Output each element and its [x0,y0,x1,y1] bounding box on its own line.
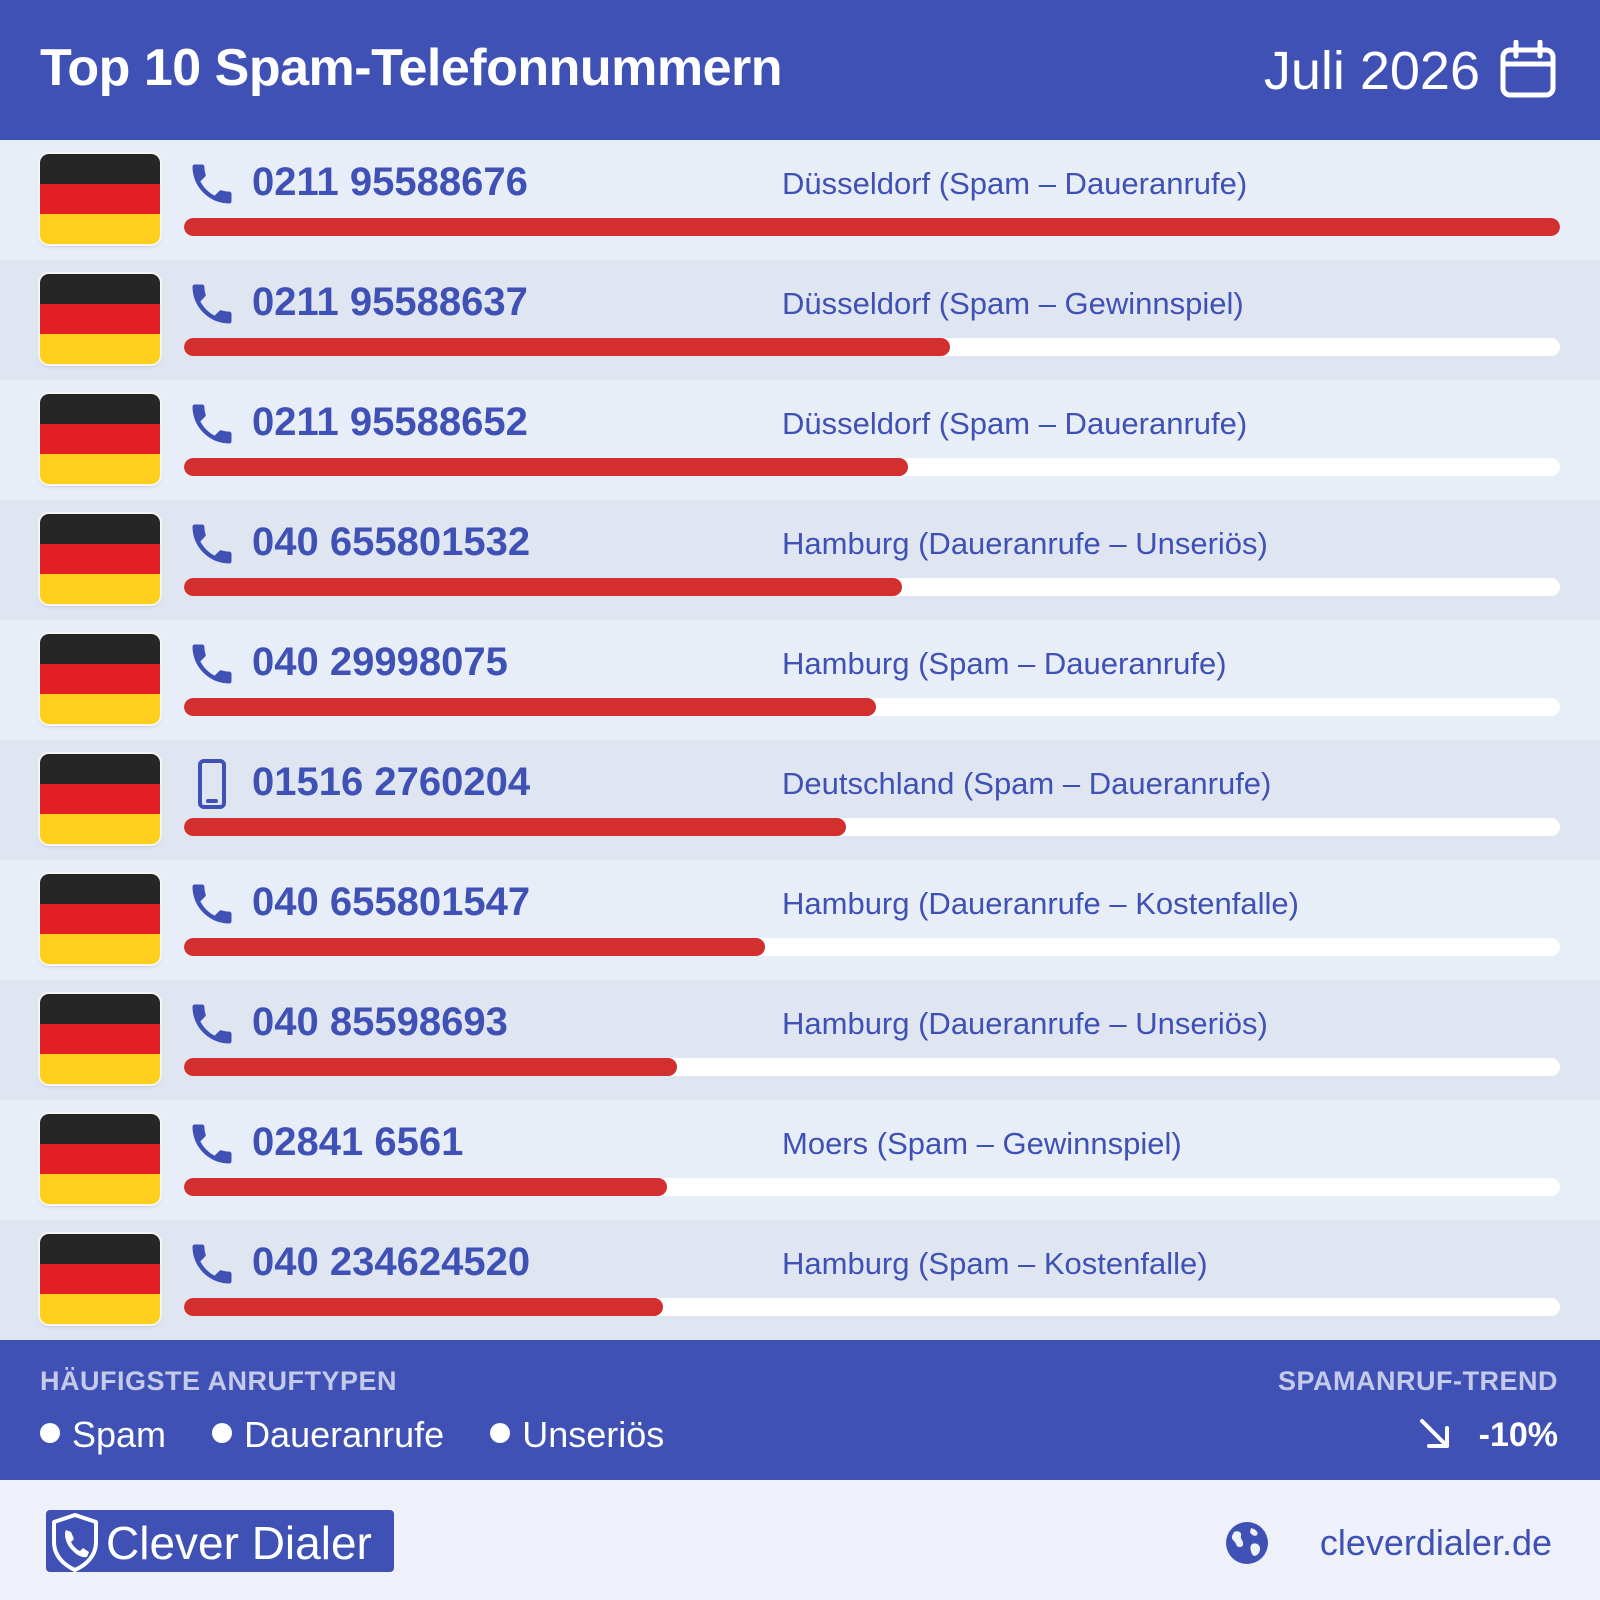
report-bar [184,578,1560,596]
report-bar [184,1178,1560,1196]
website-link[interactable]: cleverdialer.de [1319,1522,1552,1563]
call-type: Unseriös [490,1414,664,1456]
shield-phone-icon [52,1513,98,1572]
number-description: Düsseldorf (Spam – Daueranrufe) [782,166,1248,201]
stats-bar: HÄUFIGSTE ANRUFTYPEN SPAMANRUF-TREND Spa… [0,1340,1600,1480]
phone-icon [192,1124,232,1164]
number-description: Hamburg (Spam – Kostenfalle) [782,1246,1208,1281]
report-bar-fill [184,1298,663,1316]
report-bar-fill [184,818,846,836]
number-description: Düsseldorf (Spam – Daueranrufe) [782,406,1248,441]
call-type: Spam [40,1414,166,1456]
table-row: 040 655801532 Hamburg (Daueranrufe – Unse… [0,500,1600,620]
call-types-label: HÄUFIGSTE ANRUFTYPEN [40,1366,398,1396]
calendar-icon [1500,40,1556,98]
table-row: 0211 95588652 Düsseldorf (Spam – Daueranr… [0,380,1600,500]
table-row: 040 655801547 Hamburg (Daueranrufe – Kost… [0,860,1600,980]
number-description: Deutschland (Spam – Daueranrufe) [782,766,1272,801]
trend-label: SPAMANRUF-TREND [1278,1366,1558,1396]
phone-number: 0211 95588676 [252,160,528,204]
germany-flag-icon [40,1234,160,1324]
header: Top 10 Spam-Telefonnummern Juli 2026 [0,0,1600,140]
brand-name: Clever Dialer [106,1517,372,1569]
brand-logo[interactable]: Clever Dialer [46,1510,394,1572]
number-description: Düsseldorf (Spam – Gewinnspiel) [782,286,1244,321]
phone-number: 040 85598693 [252,1000,508,1044]
germany-flag-icon [40,874,160,964]
number-description: Hamburg (Daueranrufe – Unseriös) [782,526,1268,561]
number-description: Hamburg (Daueranrufe – Unseriös) [782,1006,1268,1041]
table-row: 040 29998075 Hamburg (Spam – Daueranrufe) [0,620,1600,740]
report-bar-fill [184,698,877,716]
number-description: Hamburg (Spam – Daueranrufe) [782,646,1227,681]
bullet-icon [490,1423,511,1443]
report-bar-fill [184,938,765,956]
report-bar [184,338,1560,356]
phone-number: 040 655801547 [252,880,531,924]
phone-number: 0211 95588652 [252,400,528,444]
table-row: 040 85598693 Hamburg (Daueranrufe – Unser… [0,980,1600,1100]
call-type-label: Daueranrufe [244,1414,445,1455]
report-bar-fill [184,1178,667,1196]
phone-number: 01516 2760204 [252,760,531,804]
number-description: Moers (Spam – Gewinnspiel) [782,1126,1182,1161]
globe-icon [1226,1522,1268,1564]
germany-flag-icon [40,394,160,484]
mobile-icon [198,759,226,809]
phone-icon [192,884,232,924]
report-bar [184,818,1560,836]
germany-flag-icon [40,634,160,724]
germany-flag-icon [40,274,160,364]
footer: Clever Dialer cleverdialer.de [0,1480,1600,1600]
phone-number: 02841 6561 [252,1120,464,1164]
call-type-label: Unseriös [522,1414,665,1455]
number-description: Hamburg (Daueranrufe – Kostenfalle) [782,886,1299,921]
report-bar [184,458,1560,476]
trend-percent: -10% [1478,1416,1558,1454]
phone-icon [192,1004,232,1044]
date-label: Juli 2026 [1263,41,1480,101]
report-bar-fill [184,458,908,476]
report-bar [184,218,1560,236]
germany-flag-icon [40,754,160,844]
report-bar-fill [184,578,903,596]
phone-number: 0211 95588637 [252,280,528,324]
phone-icon [192,644,232,684]
table-row: 0211 95588676 Düsseldorf (Spam – Daueranr… [0,140,1600,260]
table-row: 0211 95588637 Düsseldorf (Spam – Gewinnsp… [0,260,1600,380]
germany-flag-icon [40,514,160,604]
bullet-icon [212,1423,233,1443]
report-bar [184,938,1560,956]
phone-icon [192,404,232,444]
table-row: 040 234624520 Hamburg (Spam – Kostenfalle… [0,1220,1600,1340]
page-title: Top 10 Spam-Telefonnummern [40,39,783,97]
phone-icon [192,1244,232,1284]
phone-number: 040 655801532 [252,520,531,564]
report-bar [184,1058,1560,1076]
phone-number: 040 234624520 [252,1240,531,1284]
phone-number: 040 29998075 [252,640,508,684]
report-bar-fill [184,1058,677,1076]
number-list: 0211 95588676 Düsseldorf (Spam – Daueranr… [0,140,1600,1340]
report-bar [184,698,1560,716]
table-row: 01516 2760204 Deutschland (Spam – Daueran… [0,740,1600,860]
trend-value: -10% [1417,1416,1558,1455]
germany-flag-icon [40,994,160,1084]
germany-flag-icon [40,1114,160,1204]
call-types-list: Spam Daueranrufe Unseriös [40,1414,700,1456]
phone-icon [192,164,232,204]
report-bar-fill [184,338,951,356]
call-type: Daueranrufe [212,1414,444,1456]
report-bar-fill [184,218,1560,236]
bullet-icon [40,1423,60,1443]
phone-icon [192,524,232,564]
report-bar [184,1298,1560,1316]
arrow-down-right-icon [1419,1419,1449,1448]
germany-flag-icon [40,154,160,244]
call-type-label: Spam [72,1414,167,1455]
phone-icon [192,284,232,324]
table-row: 02841 6561 Moers (Spam – Gewinnspiel) [0,1100,1600,1220]
